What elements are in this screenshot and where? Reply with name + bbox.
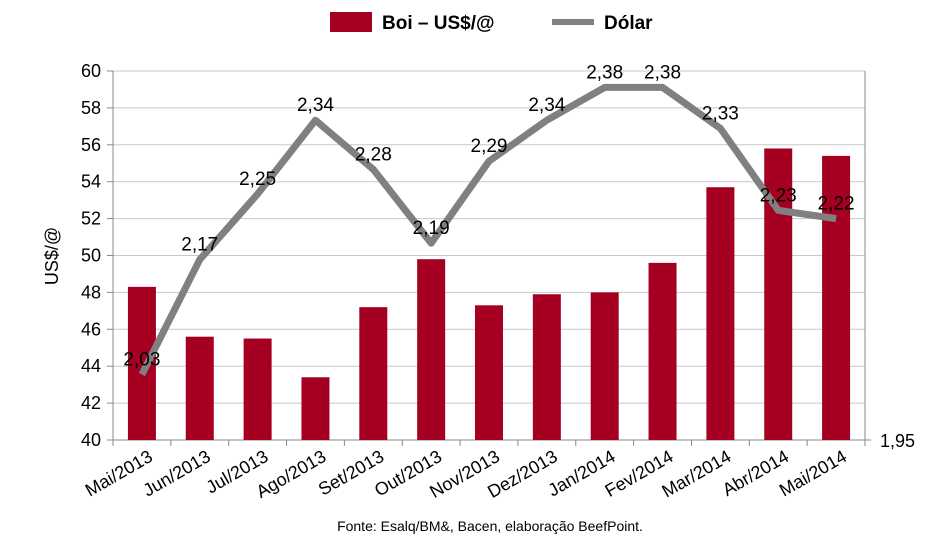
data-label-dolar: 2,25 — [239, 169, 276, 190]
y-tick-label: 52 — [81, 209, 101, 229]
bar-jul-2013 — [243, 338, 272, 440]
y2-axis-tick: 1,95 — [880, 431, 915, 451]
data-label-dolar: 2,23 — [760, 185, 797, 206]
bar-jun-2013 — [185, 336, 214, 440]
y-tick-label: 40 — [81, 430, 101, 450]
data-label-dolar: 2,34 — [528, 95, 565, 116]
x-tick-label: Mai/2014 — [776, 446, 850, 500]
y-tick-label: 54 — [81, 172, 101, 192]
y-tick-label: 56 — [81, 135, 101, 155]
y-tick-label: 50 — [81, 246, 101, 266]
data-label-dolar: 2,33 — [702, 103, 739, 124]
bar-series-boi — [127, 148, 851, 441]
x-axis-ticks: Mai/2013Jun/2013Jul/2013Ago/2013Set/2013… — [82, 446, 850, 502]
data-label-dolar: 2,19 — [413, 218, 450, 239]
bar-mai-2014 — [822, 155, 851, 440]
y-tick-label: 42 — [81, 393, 101, 413]
legend-label-dolar: Dólar — [604, 13, 653, 34]
legend-swatch-boi — [330, 12, 372, 32]
legend: Boi – US$/@ Dólar — [330, 12, 653, 34]
y-axis-ticks: 40 42 44 46 48 50 52 54 56 58 60 — [81, 61, 101, 450]
y-tick-label: 48 — [81, 282, 101, 302]
bar-nov-2013 — [475, 305, 503, 440]
data-label-dolar: 2,17 — [181, 235, 218, 256]
bar-dez-2013 — [532, 294, 561, 440]
y-tick-label: 46 — [81, 319, 101, 339]
bar-out-2013 — [417, 259, 446, 440]
legend-label-boi: Boi – US$/@ — [382, 13, 495, 34]
bar-fev-2014 — [648, 262, 677, 440]
data-labels-dolar: 2,03 2,17 2,25 2,34 2,28 2,19 2,29 2,34 2,38 2,38… — [123, 62, 854, 370]
data-label-dolar: 2,28 — [355, 144, 392, 165]
x-tick-label: Jun/2013 — [140, 446, 214, 500]
data-label-dolar: 2,38 — [586, 62, 623, 83]
y-tick-label: 58 — [81, 98, 101, 118]
data-label-dolar: 2,22 — [818, 194, 855, 215]
data-label-dolar: 2,03 — [123, 349, 160, 370]
data-label-dolar: 2,29 — [471, 136, 508, 157]
line-series-dolar — [138, 83, 837, 376]
bar-mar-2014 — [706, 187, 735, 440]
source-note: Fonte: Esalq/BM&, Bacen, elaboração Beef… — [337, 518, 643, 534]
y-tick-label: 44 — [81, 356, 101, 376]
y-axis-label: US$/@ — [42, 227, 62, 285]
data-label-dolar: 2,38 — [644, 62, 681, 83]
bar-ago-2013 — [301, 377, 330, 440]
bar-jan-2014 — [590, 292, 619, 440]
y-tick-label: 60 — [81, 61, 101, 81]
bar-set-2013 — [359, 307, 388, 440]
data-label-dolar: 2,34 — [297, 95, 334, 116]
line-dolar — [138, 83, 837, 376]
